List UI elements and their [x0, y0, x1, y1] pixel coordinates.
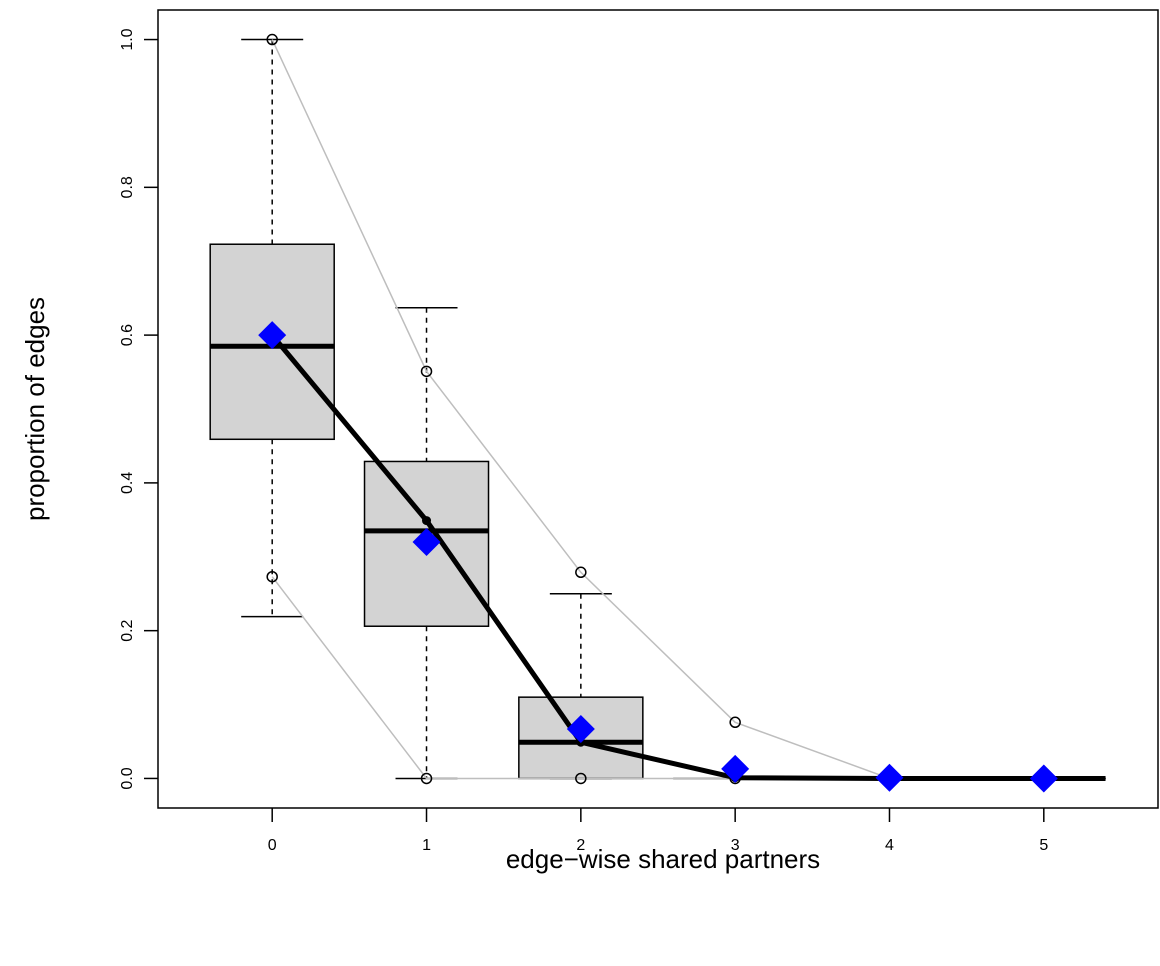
- observed-point: [875, 763, 904, 792]
- y-tick-label: 0.6: [119, 324, 136, 346]
- observed-points-layer: [258, 321, 1058, 793]
- y-axis: 0.0 0.2 0.4 0.6 0.8 1.0: [119, 28, 158, 790]
- upper-band-point: [575, 566, 587, 579]
- y-tick-label: 0.0: [119, 767, 136, 789]
- mean-point: [422, 516, 432, 526]
- observed-point: [258, 321, 287, 350]
- x-axis-title: edge−wise shared partners: [506, 844, 820, 874]
- x-tick-label: 1: [422, 837, 431, 854]
- upper-band-point: [266, 33, 278, 46]
- lower-band-point: [266, 570, 278, 583]
- y-axis-title: proportion of edges: [20, 297, 50, 521]
- x-tick-label: 3: [731, 837, 740, 854]
- x-tick-label: 2: [576, 837, 585, 854]
- y-tick-label: 0.4: [119, 472, 136, 494]
- plot-frame: [157, 9, 1159, 809]
- upper-band-point: [729, 716, 741, 729]
- y-tick-label: 0.2: [119, 619, 136, 641]
- y-tick-label: 1.0: [119, 28, 136, 50]
- observed-point: [721, 754, 750, 783]
- lower-band-point: [420, 772, 433, 785]
- x-axis: 0 1 2 3 4 5: [268, 808, 1048, 854]
- lower-band-point: [575, 772, 587, 785]
- observed-point: [1029, 764, 1058, 793]
- y-tick-label: 0.8: [119, 176, 136, 198]
- x-tick-label: 0: [268, 837, 277, 854]
- x-tick-label: 5: [1039, 837, 1048, 854]
- observed-point: [566, 714, 595, 743]
- observed-point: [412, 528, 441, 556]
- x-tick-label: 4: [885, 837, 894, 854]
- upper-band-point: [420, 365, 433, 378]
